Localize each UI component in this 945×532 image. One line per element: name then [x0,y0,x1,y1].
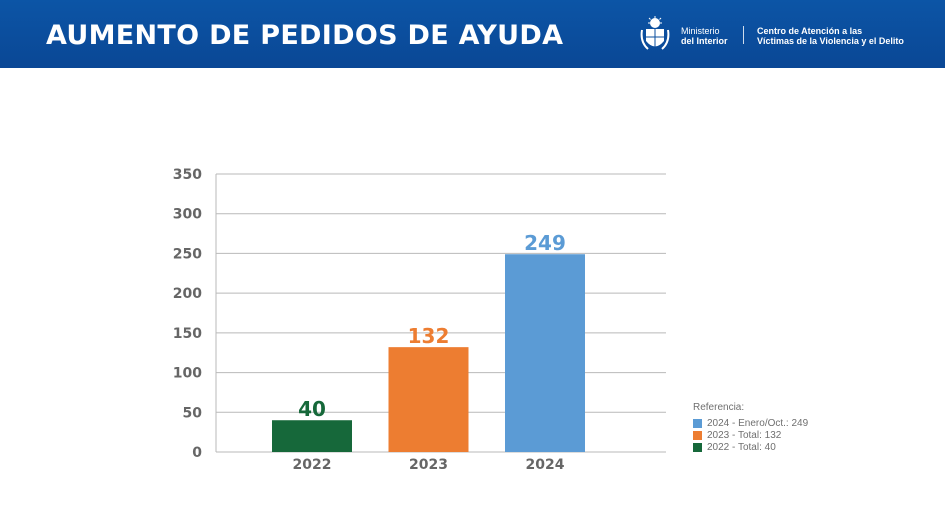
bar-2024 [505,254,585,452]
legend-swatch-2022 [693,442,702,452]
legend-item-2022: 2022 - Total: 40 [693,441,808,453]
legend-label-2022: 2022 - Total: 40 [707,441,776,453]
y-tick-label: 100 [173,366,202,382]
center-line-2: Víctimas de la Violencia y el Delito [757,36,904,46]
legend-item-2024: 2024 - Enero/Oct.: 249 [693,417,808,429]
page-title: AUMENTO DE PEDIDOS DE AYUDA [46,20,564,51]
ministry-line-1: Ministerio [681,26,720,36]
data-label-2023: 132 [408,324,450,348]
y-tick-label: 300 [173,207,202,223]
x-tick-label-2022: 2022 [293,457,332,473]
legend-item-2023: 2023 - Total: 132 [693,429,808,441]
y-tick-label: 150 [173,326,202,342]
y-tick-label: 350 [173,167,202,183]
header-divider [743,26,744,44]
legend-swatch-2023 [693,430,702,440]
legend-swatch-2024 [693,418,702,428]
ministry-line-2: del Interior [681,36,728,46]
data-label-2022: 40 [298,397,326,421]
center-name: Centro de Atención a las Víctimas de la … [757,26,904,46]
bar-2023 [388,347,469,452]
legend: Referencia: 2024 - Enero/Oct.: 249 2023 … [693,402,808,453]
y-tick-label: 200 [173,286,202,302]
center-line-1: Centro de Atención a las [757,26,863,36]
y-tick-label: 50 [183,405,203,421]
y-tick-label: 0 [192,445,202,461]
data-label-2024: 249 [524,231,566,255]
x-tick-label-2024: 2024 [526,457,565,473]
legend-label-2023: 2023 - Total: 132 [707,429,782,441]
x-tick-label-2023: 2023 [409,457,448,473]
uruguay-coat-of-arms-icon [640,16,670,50]
legend-label-2024: 2024 - Enero/Oct.: 249 [707,417,809,429]
bar-2022 [272,420,352,452]
header-bar: AUMENTO DE PEDIDOS DE AYUDA Ministerio d… [0,0,945,68]
ministry-name: Ministerio del Interior [681,26,728,46]
y-tick-label: 250 [173,246,202,262]
legend-title: Referencia: [693,402,745,413]
